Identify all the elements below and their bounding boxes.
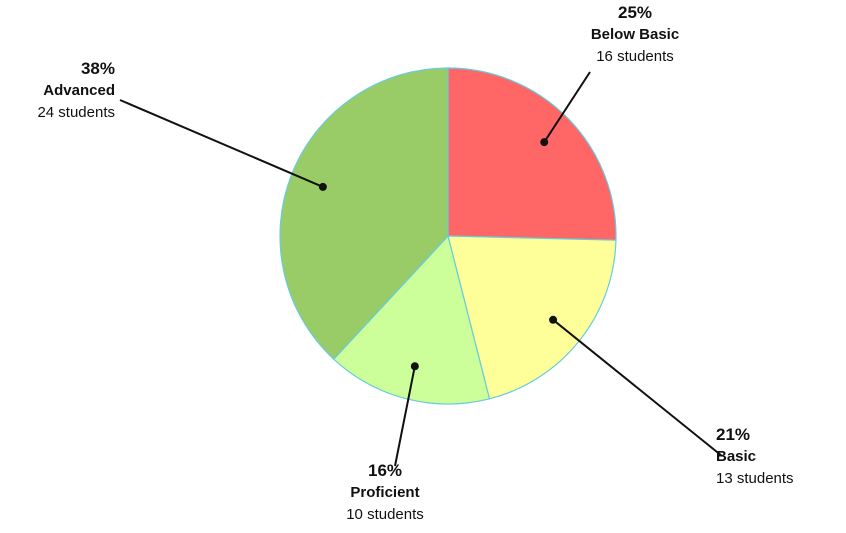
- leader-dot-advanced: [318, 182, 327, 191]
- pie-slice-advanced: [279, 67, 449, 361]
- slice-category-advanced: Advanced: [43, 82, 115, 99]
- pie-slices: [279, 67, 617, 405]
- leader-line-proficient: [394, 366, 416, 467]
- pie-slice-proficient: [332, 234, 491, 405]
- slice-count-basic: 13 students: [716, 470, 794, 487]
- slice-percent-advanced: 38%: [80, 59, 115, 78]
- slice-count-below-basic: 16 students: [596, 48, 674, 65]
- leader-dot-basic: [549, 315, 558, 324]
- slice-percent-basic: 21%: [716, 425, 751, 444]
- leader-line-advanced: [119, 99, 324, 188]
- leader-line-basic: [552, 319, 723, 457]
- slice-count-advanced: 24 students: [37, 104, 115, 121]
- slice-percent-proficient: 16%: [367, 461, 403, 480]
- leader-dot-proficient: [410, 362, 419, 371]
- slice-percent-below-basic: 25%: [617, 3, 653, 22]
- slice-category-basic: Basic: [716, 448, 757, 465]
- slice-label-basic: 21% Basic 13 students: [716, 424, 846, 490]
- slice-label-below-basic: 25% Below Basic 16 students: [560, 2, 710, 68]
- slice-count-proficient: 10 students: [346, 506, 424, 523]
- leader-dot-below-basic: [540, 138, 549, 147]
- slice-category-proficient: Proficient: [350, 484, 420, 501]
- leader-lines: [119, 71, 723, 467]
- leader-line-below-basic: [543, 71, 591, 143]
- slice-label-proficient: 16% Proficient 10 students: [310, 460, 460, 526]
- slice-category-below-basic: Below Basic: [590, 26, 680, 43]
- slice-label-advanced: 38% Advanced 24 students: [0, 58, 115, 124]
- pie-slice-below-basic: [447, 67, 617, 241]
